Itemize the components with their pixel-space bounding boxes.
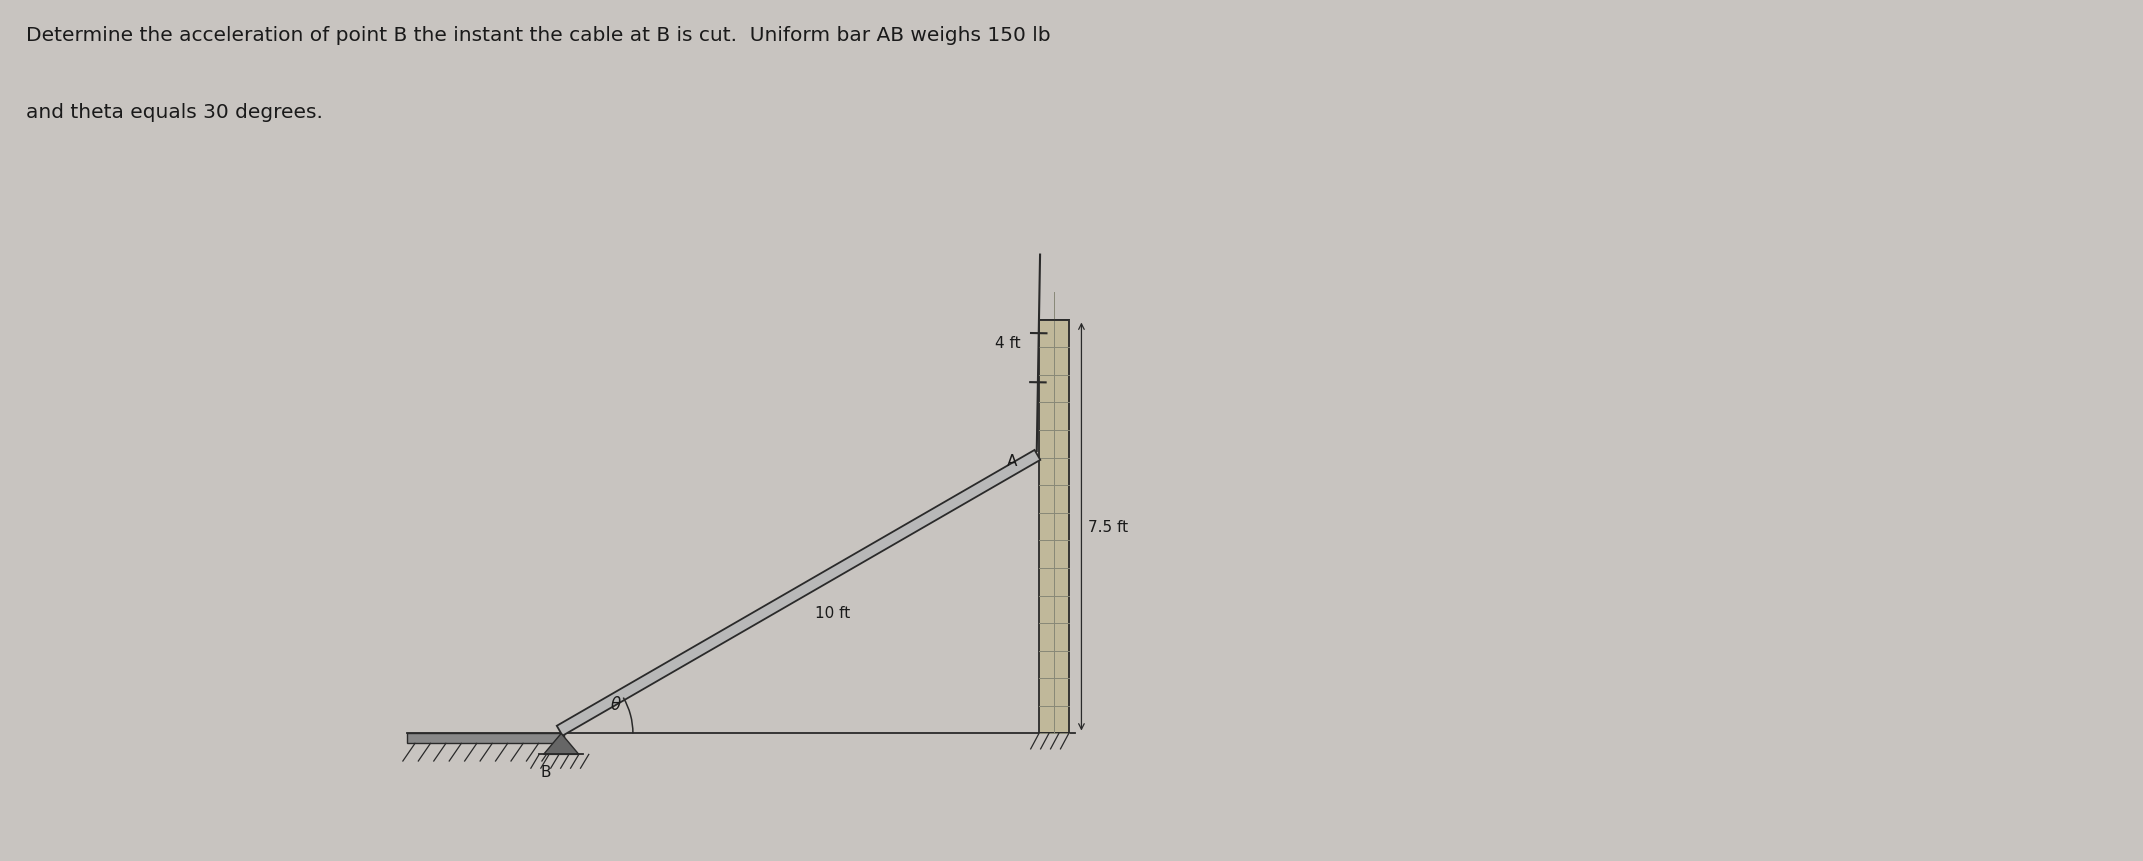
Polygon shape (544, 734, 579, 754)
Bar (407, 734, 564, 744)
Text: and theta equals 30 degrees.: and theta equals 30 degrees. (26, 103, 324, 122)
Bar (1039, 320, 1069, 734)
Text: 7.5 ft: 7.5 ft (1089, 519, 1127, 535)
Text: θ: θ (611, 695, 621, 713)
Text: 4 ft: 4 ft (994, 336, 1020, 350)
Text: 10 ft: 10 ft (814, 605, 851, 620)
Text: A: A (1007, 453, 1018, 468)
Text: Determine the acceleration of point B the instant the cable at B is cut.  Unifor: Determine the acceleration of point B th… (26, 26, 1050, 45)
Text: B: B (540, 764, 551, 779)
Polygon shape (557, 450, 1039, 736)
